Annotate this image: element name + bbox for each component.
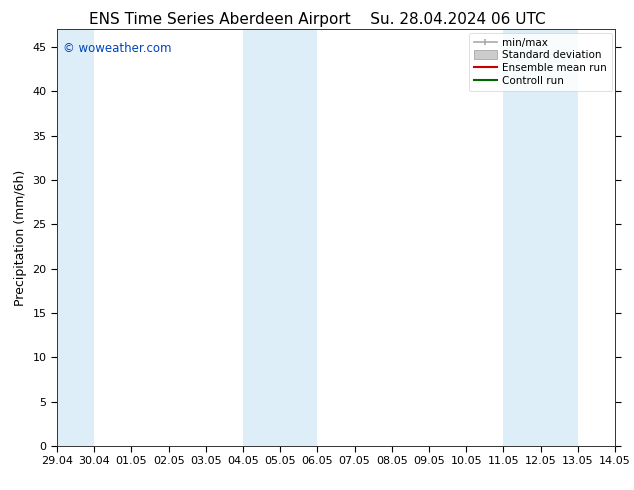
Text: © woweather.com: © woweather.com xyxy=(63,42,171,55)
Y-axis label: Precipitation (mm/6h): Precipitation (mm/6h) xyxy=(14,170,27,306)
Bar xyxy=(503,29,578,446)
Bar xyxy=(243,29,318,446)
Text: ENS Time Series Aberdeen Airport    Su. 28.04.2024 06 UTC: ENS Time Series Aberdeen Airport Su. 28.… xyxy=(89,12,545,27)
Bar xyxy=(57,29,94,446)
Legend: min/max, Standard deviation, Ensemble mean run, Controll run: min/max, Standard deviation, Ensemble me… xyxy=(469,32,612,91)
